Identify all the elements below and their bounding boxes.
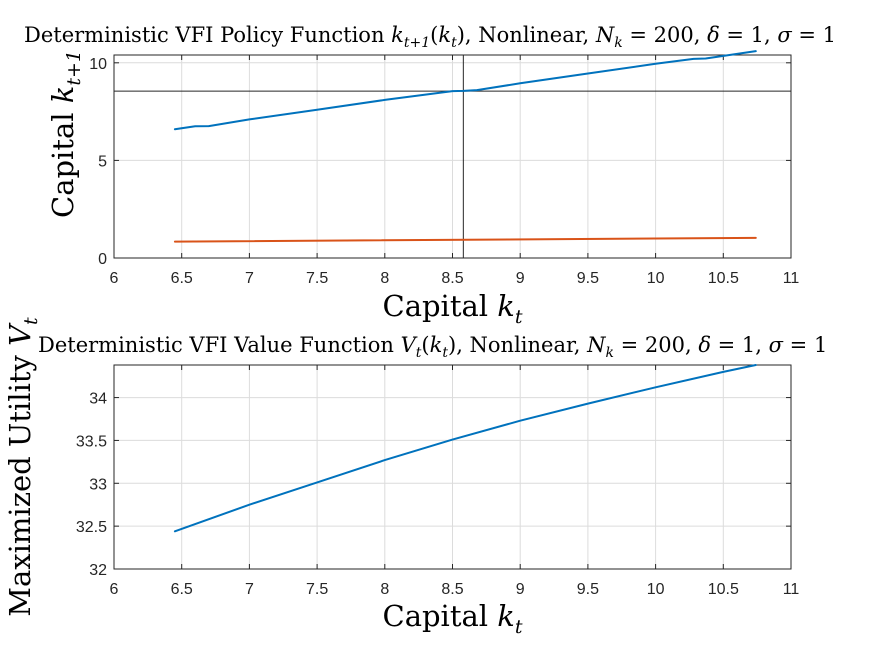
x-tick-label: 10.5 [708, 581, 739, 598]
x-axis-label: Capital kt [383, 289, 523, 328]
title-text: = 200, [614, 333, 698, 357]
x-tick-label: 8.5 [441, 270, 463, 287]
title-subscript: t [442, 345, 448, 361]
y-axis-label: Capital kt+1 [46, 50, 85, 218]
title-math: σ [769, 333, 784, 357]
title-text: = 200, [623, 23, 707, 47]
x-axis-label-symbol: k [497, 599, 515, 633]
x-tick-label: 6.5 [171, 270, 193, 287]
x-tick-label: 7 [245, 581, 254, 598]
x-axis-label: Capital kt [383, 599, 523, 638]
y-axis-label-symbol: V [3, 322, 37, 346]
chart-title: Deterministic VFI Policy Function kt+1(k… [24, 23, 836, 51]
x-axis-label-text: Capital [383, 599, 498, 633]
title-math: k [391, 23, 404, 47]
title-text: = 1, [711, 333, 769, 357]
title-text: ( [421, 333, 429, 357]
title-text: = 1 [792, 23, 836, 47]
y-axis-label-subscript: t [20, 317, 42, 325]
x-tick-label: 9.5 [577, 270, 599, 287]
x-tick-label: 9.5 [577, 581, 599, 598]
x-tick-label: 9 [516, 581, 525, 598]
title-text: ( [430, 23, 438, 47]
y-tick-label: 5 [98, 153, 107, 170]
title-subscript: t+1 [404, 35, 430, 51]
title-text: ), Nonlinear, [457, 23, 596, 47]
title-subscript: t [416, 345, 422, 361]
title-text: Deterministic VFI Policy Function [24, 23, 391, 47]
y-tick-label: 33.5 [76, 433, 107, 450]
title-text: ), Nonlinear, [448, 333, 587, 357]
y-axis-label-text: Maximized Utility [3, 346, 37, 617]
title-math: N [595, 23, 615, 47]
x-tick-label: 10 [647, 270, 665, 287]
x-tick-label: 8.5 [441, 581, 463, 598]
y-axis-label-subscript: t+1 [63, 50, 85, 86]
title-math: δ [698, 333, 711, 357]
x-tick-label: 8 [380, 270, 389, 287]
x-axis-label-text: Capital [383, 289, 498, 323]
series-line-1 [173, 50, 757, 131]
x-axis-label-subscript: t [515, 306, 523, 328]
title-math: δ [707, 23, 720, 47]
y-tick-label: 32 [89, 562, 107, 579]
y-tick-label: 0 [98, 251, 107, 268]
y-axis-label-text: Capital [46, 103, 80, 218]
x-tick-label: 6 [110, 581, 119, 598]
x-tick-label: 8 [380, 581, 389, 598]
x-tick-label: 6 [110, 270, 119, 287]
title-subscript: t [451, 35, 457, 51]
title-math: σ [777, 23, 792, 47]
title-math: V [401, 333, 418, 357]
value-function-chart: 6 6.5 7 7.5 8 8.5 9 9.5 10 10.5 11 32 32.5 33 33.5 34 De… [3, 317, 827, 638]
x-tick-label: 7.5 [306, 581, 328, 598]
y-tick-label: 32.5 [76, 519, 107, 536]
x-tick-label: 9 [516, 270, 525, 287]
y-tick-label: 10 [89, 56, 107, 73]
title-text: Deterministic VFI Value Function [38, 333, 401, 357]
x-tick-label: 10 [647, 581, 665, 598]
x-tick-label: 7.5 [306, 270, 328, 287]
series-line-1 [173, 364, 757, 533]
x-tick-label: 10.5 [708, 270, 739, 287]
title-text: = 1, [720, 23, 778, 47]
title-math: k [438, 23, 451, 47]
x-tick-label: 6.5 [171, 581, 193, 598]
chart-title: Deterministic VFI Value Function Vt(kt),… [38, 333, 827, 361]
x-axis-label-subscript: t [515, 616, 523, 638]
y-axis-label-symbol: k [46, 86, 80, 104]
series-line-2 [173, 236, 757, 243]
title-subscript: k [614, 35, 622, 51]
title-math: N [586, 333, 606, 357]
policy-function-chart: 6 6.5 7 7.5 8 8.5 9 9.5 10 10.5 11 0 5 10 Deterministi… [24, 23, 836, 328]
x-tick-label: 11 [783, 270, 800, 287]
x-tick-label: 11 [783, 581, 800, 598]
y-axis-label: Maximized Utility Vt [3, 317, 42, 617]
y-tick-label: 33 [89, 476, 107, 493]
x-tick-label: 7 [245, 270, 254, 287]
title-text: = 1 [783, 333, 827, 357]
x-axis-label-symbol: k [497, 289, 515, 323]
y-tick-label: 34 [89, 391, 107, 408]
title-math: k [430, 333, 443, 357]
title-subscript: k [605, 345, 613, 361]
